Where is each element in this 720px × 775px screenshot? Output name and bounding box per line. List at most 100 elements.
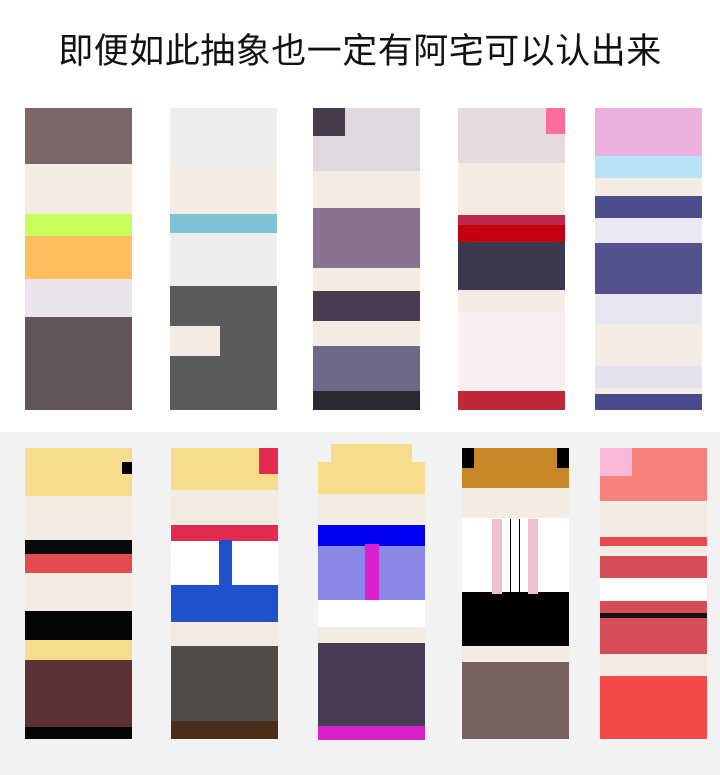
color-band (600, 612, 707, 619)
color-band (170, 232, 277, 287)
color-band (600, 556, 707, 579)
ear-left (462, 448, 474, 468)
swatch-8 (318, 444, 425, 740)
pink-stripe (491, 519, 502, 594)
color-band (462, 662, 569, 739)
color-band (462, 448, 569, 489)
color-band (595, 156, 702, 179)
color-band (318, 599, 425, 628)
color-band (595, 293, 702, 325)
color-band (458, 312, 565, 392)
swatch-6 (25, 448, 132, 739)
thin-line (518, 519, 520, 594)
notch-block (170, 326, 221, 356)
color-band (595, 323, 702, 367)
color-band (458, 242, 565, 291)
color-band (25, 448, 132, 497)
color-band (313, 171, 420, 209)
color-band (171, 490, 278, 526)
color-band (171, 585, 278, 623)
image-title: 即便如此抽象也一定有阿宅可以认出来 (58, 31, 662, 72)
swatch-4 (458, 108, 565, 410)
color-band (595, 243, 702, 295)
swatch-7 (171, 448, 278, 739)
color-band (600, 546, 707, 557)
color-band (313, 346, 420, 392)
swatch-9 (462, 448, 569, 739)
color-band (595, 393, 702, 410)
color-band (458, 225, 565, 243)
color-band (25, 554, 132, 574)
color-band (600, 654, 707, 677)
color-band (170, 214, 277, 234)
color-band (25, 495, 132, 541)
eye-dot (122, 462, 132, 474)
color-band (595, 218, 702, 245)
color-band (25, 540, 132, 556)
pink-stripe (528, 519, 539, 594)
color-band (313, 321, 420, 347)
swatch-3 (313, 108, 420, 410)
color-band (600, 676, 707, 739)
color-band (595, 108, 702, 157)
color-band (313, 268, 420, 292)
corner-block (545, 108, 565, 134)
color-band (25, 639, 132, 661)
color-band (458, 290, 565, 313)
swatch-5 (595, 108, 702, 410)
corner-block (258, 448, 278, 474)
color-band (600, 617, 707, 655)
color-band (600, 578, 707, 602)
color-band (595, 178, 702, 197)
hair-gap (412, 448, 425, 462)
color-band (170, 163, 277, 215)
color-band (595, 196, 702, 219)
tie-stripe (219, 540, 232, 586)
color-band (313, 291, 420, 322)
corner-block (600, 448, 633, 476)
color-band (25, 317, 132, 410)
color-band (462, 517, 569, 593)
color-band (458, 391, 565, 410)
color-band (25, 278, 132, 318)
color-band (313, 391, 420, 410)
color-band (25, 726, 132, 739)
color-band (25, 572, 132, 612)
color-band (318, 643, 425, 727)
color-band (462, 487, 569, 519)
corner-block (313, 108, 346, 136)
swatch-2 (170, 108, 277, 410)
color-band (171, 720, 278, 739)
ear-right (557, 448, 569, 468)
color-band (595, 387, 702, 395)
thin-line (510, 519, 512, 594)
color-band (25, 611, 132, 641)
color-band (595, 365, 702, 389)
color-band (600, 536, 707, 547)
color-band (462, 591, 569, 647)
color-band (318, 494, 425, 526)
tie-stripe (365, 544, 379, 600)
color-band (171, 524, 278, 542)
swatch-10 (600, 448, 707, 739)
color-band (318, 626, 425, 644)
hair-gap (318, 448, 331, 462)
color-band (25, 108, 132, 165)
color-band (25, 214, 132, 237)
hair-top (330, 444, 413, 458)
color-band (600, 500, 707, 538)
color-band (171, 646, 278, 722)
color-band (25, 659, 132, 728)
color-band (600, 600, 707, 614)
color-band (25, 236, 132, 280)
color-band (170, 108, 277, 165)
color-band (171, 621, 278, 647)
color-band (25, 163, 132, 215)
color-band (318, 725, 425, 740)
color-band (458, 215, 565, 226)
color-band (313, 208, 420, 269)
swatch-1 (25, 108, 132, 410)
color-band (458, 163, 565, 216)
color-band (462, 646, 569, 663)
